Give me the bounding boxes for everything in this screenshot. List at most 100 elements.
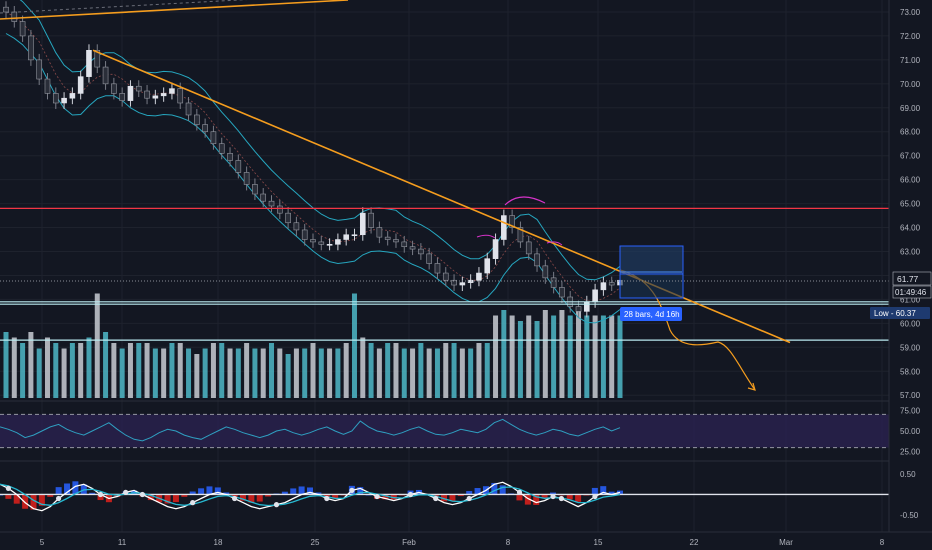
oscillator-cross-dot bbox=[273, 502, 280, 508]
oscillator-cross-dot bbox=[407, 491, 414, 498]
candle bbox=[86, 49, 92, 77]
volume-bar bbox=[285, 354, 291, 398]
price-tick-label: 68.00 bbox=[900, 128, 921, 137]
volume-bar bbox=[210, 343, 216, 398]
low-price-label: Low - 60.37 bbox=[874, 309, 916, 318]
candle bbox=[401, 241, 408, 248]
candle bbox=[376, 227, 383, 238]
candle bbox=[52, 93, 59, 104]
volume-bar bbox=[351, 293, 357, 398]
oscillator-hist-bar bbox=[466, 491, 473, 495]
candle bbox=[592, 289, 598, 303]
volume-bar bbox=[501, 310, 507, 398]
volume-bar bbox=[20, 343, 26, 398]
candle bbox=[218, 143, 225, 154]
volume-bar bbox=[335, 348, 341, 398]
oscillator-hist-bar bbox=[5, 494, 12, 499]
oscillator-hist-bar bbox=[457, 494, 464, 497]
oscillator-hist-bar bbox=[72, 481, 79, 495]
oscillator-pane[interactable] bbox=[0, 481, 889, 512]
volume-bar bbox=[476, 343, 482, 398]
oscillator-cross-dot bbox=[349, 487, 355, 493]
volume-bar bbox=[177, 343, 183, 398]
measure-box-bottom[interactable] bbox=[619, 273, 684, 299]
price-pane[interactable] bbox=[0, 0, 889, 398]
volume-bar bbox=[567, 315, 573, 398]
volume-bar bbox=[53, 343, 59, 398]
oscillator-cross-dot bbox=[550, 493, 556, 500]
oscillator-hist-bar bbox=[449, 494, 456, 501]
price-axis[interactable]: 73.00 72.00 71.00 70.00 69.00 68.00 67.00 66.00… bbox=[900, 8, 921, 400]
oscillator-hist-bar bbox=[206, 486, 213, 495]
candle bbox=[359, 212, 366, 236]
volume-bar bbox=[343, 343, 349, 398]
magenta-arc-annotations bbox=[476, 196, 563, 246]
volume-bar bbox=[459, 348, 465, 398]
oscillator-hist-bar bbox=[164, 494, 171, 504]
volume-bar bbox=[426, 348, 432, 398]
volume-bar bbox=[11, 337, 17, 398]
volume-bar bbox=[103, 332, 109, 398]
volume-bar bbox=[194, 354, 200, 398]
candle bbox=[476, 272, 482, 281]
price-tick-label: 58.00 bbox=[900, 367, 921, 376]
support-lines bbox=[0, 301, 889, 341]
candle bbox=[260, 193, 267, 202]
volume-bar bbox=[127, 343, 133, 398]
volume-bar bbox=[592, 315, 598, 398]
price-tick-label: 71.00 bbox=[900, 56, 921, 65]
oscillator-hist-bar bbox=[591, 487, 598, 495]
volume-bar bbox=[584, 315, 590, 398]
price-tick-label: 63.00 bbox=[900, 247, 921, 256]
volume-bar bbox=[136, 343, 142, 398]
oscillator-hist-bar bbox=[38, 494, 45, 506]
candle bbox=[144, 90, 150, 99]
volume-bar bbox=[61, 348, 67, 398]
time-tick-label: 18 bbox=[214, 538, 223, 547]
candle bbox=[343, 234, 349, 240]
upper-dashed-line bbox=[0, 0, 248, 14]
candle bbox=[111, 83, 117, 94]
oscillator-cross-dot bbox=[592, 493, 598, 500]
volume-bar bbox=[559, 310, 565, 398]
oscillator-hist-bar bbox=[181, 494, 188, 497]
volume-bar bbox=[144, 343, 150, 398]
volume-bar bbox=[69, 343, 75, 398]
oscillator-hist-bar bbox=[382, 494, 389, 500]
candle bbox=[318, 241, 325, 245]
price-tick-label: 61.00 bbox=[900, 295, 921, 304]
rsi-pane[interactable] bbox=[0, 413, 889, 449]
candle bbox=[268, 200, 275, 207]
volume-bar bbox=[227, 348, 233, 398]
volume-bar bbox=[44, 337, 50, 398]
volume-bar bbox=[219, 343, 225, 398]
candle bbox=[210, 131, 217, 145]
volume-bar bbox=[600, 315, 606, 398]
candle bbox=[252, 184, 258, 195]
oscillator-hist-bar bbox=[189, 491, 196, 495]
measure-box-top[interactable] bbox=[619, 245, 684, 275]
volume-bar bbox=[302, 348, 308, 398]
candle bbox=[77, 76, 84, 94]
time-tick-label: 22 bbox=[690, 538, 699, 547]
volume-bar bbox=[310, 343, 316, 398]
candle bbox=[384, 236, 391, 240]
upper-trendline[interactable] bbox=[0, 0, 349, 20]
price-tick-label: 60.00 bbox=[900, 319, 921, 328]
volume-bar bbox=[169, 343, 175, 398]
candle bbox=[393, 239, 399, 243]
oscillator-hist-bar bbox=[499, 485, 506, 495]
candle bbox=[517, 227, 524, 243]
volume-bar bbox=[202, 348, 208, 398]
candle bbox=[169, 88, 175, 94]
oscillator-cross-dot bbox=[558, 495, 565, 502]
time-axis[interactable]: 5 11 18 25 Feb 8 15 22 Mar 8 bbox=[40, 538, 885, 547]
volume-bar bbox=[609, 315, 615, 398]
volume-bar bbox=[410, 348, 416, 398]
volume-bar bbox=[401, 348, 407, 398]
low-price-tag: Low - 60.37 bbox=[870, 307, 930, 319]
volume-bar bbox=[534, 321, 540, 398]
time-tick-label: 11 bbox=[118, 538, 127, 547]
oscillator-tick-label: -0.50 bbox=[900, 511, 919, 520]
